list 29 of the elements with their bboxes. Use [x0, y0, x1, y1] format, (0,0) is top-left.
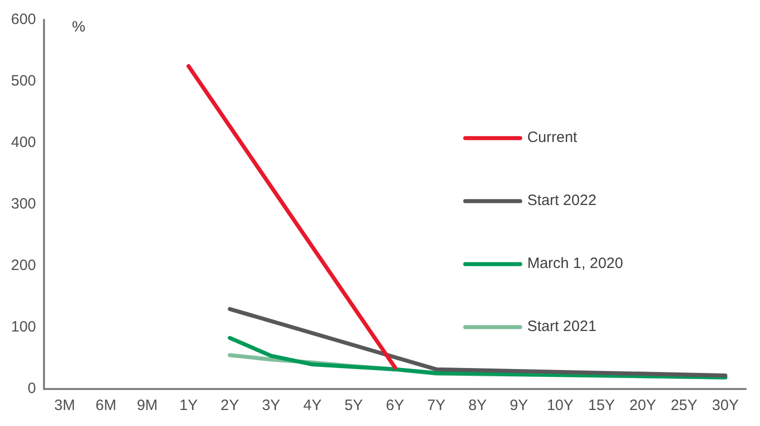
- x-tick-label: 10Y: [546, 397, 574, 414]
- x-tick-label: 9Y: [510, 397, 528, 414]
- x-tick-label: 25Y: [670, 397, 698, 414]
- x-tick-label: 9M: [136, 397, 158, 414]
- y-axis-title: %: [72, 18, 86, 36]
- x-tick-label: 6M: [96, 397, 116, 414]
- y-tick-label: 600: [10, 11, 36, 28]
- y-tick-label: 400: [10, 134, 36, 152]
- x-tick-label: 20Y: [629, 397, 656, 414]
- y-tick-label: 300: [10, 196, 36, 213]
- x-tick-label: 6Y: [386, 397, 404, 414]
- legend-label: Start 2021: [527, 318, 596, 336]
- x-tick-label: 3M: [54, 397, 76, 414]
- y-tick-label: 0: [28, 380, 36, 398]
- x-tick-label: 30Y: [712, 397, 739, 414]
- legend-label: Current: [527, 129, 578, 146]
- x-tick-label: 1Y: [179, 397, 198, 414]
- x-tick-label: 15Y: [588, 397, 615, 414]
- x-tick-label: 5Y: [344, 397, 363, 414]
- y-tick-label: 100: [10, 318, 36, 336]
- y-tick-label: 500: [10, 72, 36, 90]
- legend-label: March 1, 2020: [527, 255, 624, 272]
- x-tick-label: 4Y: [303, 397, 322, 414]
- x-tick-label: 7Y: [427, 397, 446, 414]
- y-tick-label: 200: [10, 257, 36, 274]
- x-tick-label: 2Y: [220, 397, 240, 414]
- x-tick-label: 8Y: [468, 397, 487, 414]
- x-tick-label: 3Y: [262, 397, 280, 414]
- legend-label: Start 2022: [527, 192, 596, 210]
